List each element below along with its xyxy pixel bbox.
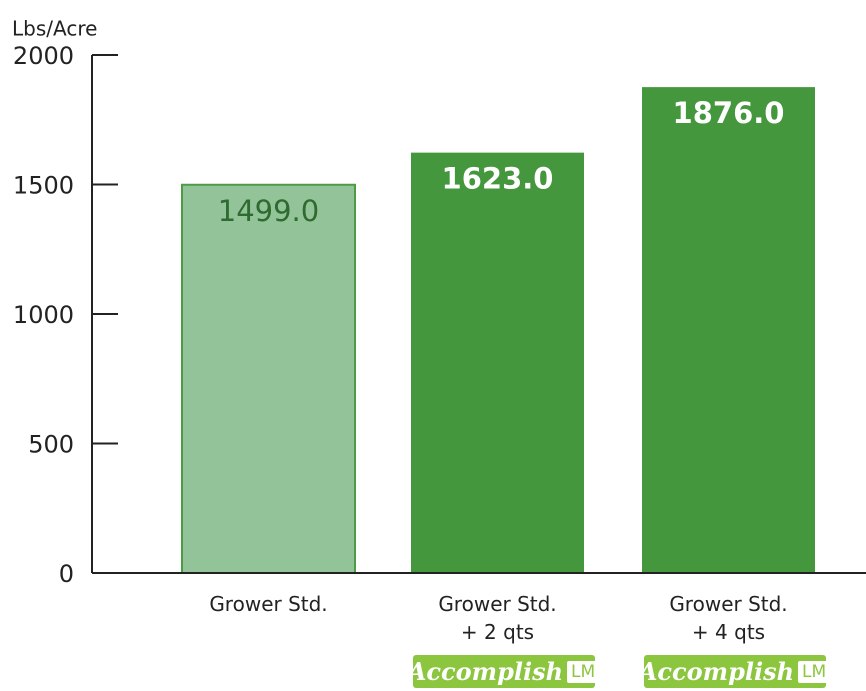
value-label: 1499.0 <box>218 194 319 228</box>
x-tick-label: Grower Std. + 2 qts <box>438 592 557 644</box>
y-tick-label: 1500 <box>13 172 74 200</box>
y-tick-label: 500 <box>28 431 74 459</box>
badge-brand: Accomplish <box>638 657 795 686</box>
badge: Accomplish LM <box>639 655 831 688</box>
value-label: 1876.0 <box>673 96 785 130</box>
badge: Accomplish LM <box>408 655 600 688</box>
y-axis-label: Lbs/Acre <box>12 17 97 41</box>
x-tick-label: Grower Std. <box>209 592 328 616</box>
y-tick-label: 1000 <box>13 301 74 329</box>
x-tick-label: Grower Std. + 4 qts <box>669 592 788 644</box>
badge-brand: Accomplish <box>407 657 564 686</box>
bar <box>181 183 356 574</box>
badge-suffix: LM <box>567 660 600 683</box>
bar <box>642 87 815 573</box>
y-tick-label: 0 <box>59 560 74 588</box>
badge-suffix: LM <box>798 660 831 683</box>
y-tick-label: 2000 <box>13 42 74 70</box>
value-label: 1623.0 <box>442 162 554 196</box>
bar <box>411 152 584 573</box>
